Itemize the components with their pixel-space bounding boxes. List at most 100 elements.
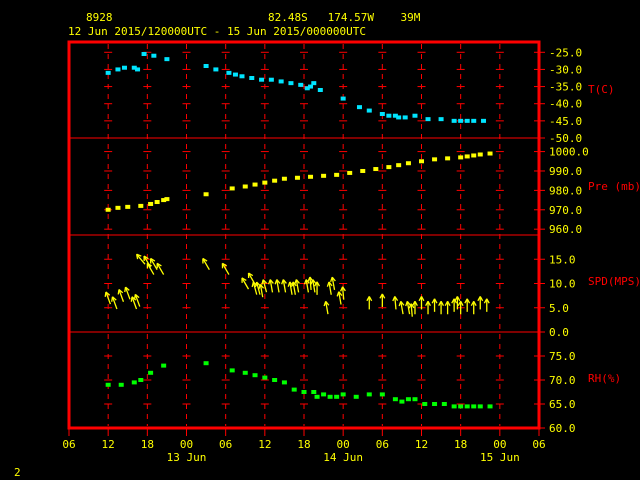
panel-label-pressure: Pre (mb) (588, 180, 640, 193)
temperature-point (412, 113, 418, 118)
wind-arrow-head (453, 298, 458, 304)
wind-arrow-head (418, 296, 423, 302)
wind-arrow-head (147, 262, 152, 267)
wind-arrow (117, 289, 125, 302)
wind-arrow-head (323, 301, 327, 307)
pressure-point (164, 197, 170, 202)
wind-arrow-shaft (341, 286, 345, 300)
wind-arrow-head (400, 300, 405, 306)
temperature-point (115, 67, 121, 72)
wind-arrow-head (457, 300, 462, 306)
wind-arrow-head (406, 300, 411, 306)
rh-point (399, 399, 405, 404)
wind-arrow-head (150, 257, 156, 262)
pressure-point (105, 207, 111, 212)
wind-arrow-head (269, 279, 274, 284)
rh-point (487, 404, 493, 409)
wind-arrow-shaft (394, 296, 397, 310)
temperature-point (340, 96, 346, 101)
wind-arrow-head (282, 279, 287, 284)
wind-arrow-shaft (410, 303, 413, 317)
wind-arrow-head (254, 281, 258, 288)
temperature-point (239, 74, 245, 79)
wind-arrow (405, 300, 411, 315)
wind-arrow-head (248, 272, 254, 277)
rh-point (366, 392, 372, 397)
wind-arrow-head (483, 298, 488, 304)
pressure-point (148, 201, 154, 206)
rh-point (229, 368, 235, 373)
panel-label-rh: RH(%) (588, 372, 621, 385)
wind-arrow-shaft (150, 258, 158, 271)
wind-arrow (418, 296, 425, 310)
pressure-point (138, 203, 144, 208)
pressure-point (161, 198, 167, 203)
temperature-point (464, 118, 470, 123)
wind-arrow (221, 262, 230, 275)
y-tick-label: 75.0 (549, 350, 576, 363)
pressure-point (203, 192, 209, 197)
pressure-point (396, 163, 402, 168)
wind-arrow-shaft (269, 279, 274, 293)
wind-arrow-head (259, 283, 265, 289)
pressure-point (419, 159, 424, 164)
rh-point (451, 404, 457, 409)
wind-arrow (146, 262, 155, 275)
pressure-point (229, 186, 235, 191)
rh-point (105, 382, 111, 387)
temperature-point (438, 117, 444, 122)
wind-arrow-head (290, 281, 294, 287)
wind-arrow (241, 277, 250, 290)
station-id: 8928 (86, 11, 113, 24)
wind-arrow-head (261, 279, 264, 285)
wind-arrow-shaft (124, 286, 131, 300)
temperature-point (402, 115, 408, 120)
rh-point (148, 370, 154, 375)
wind-arrow (258, 283, 265, 298)
wind-arrow-head (479, 296, 484, 302)
wind-arrow (339, 286, 346, 300)
wind-arrow-shaft (325, 301, 329, 315)
wind-arrow (454, 296, 461, 310)
wind-arrow (483, 298, 490, 312)
rh-point (353, 394, 359, 399)
temperature-point (425, 117, 431, 122)
wind-arrow-head (464, 298, 468, 304)
pressure-point (321, 173, 327, 178)
x-tick-label: 12 (415, 438, 428, 451)
temperature-point (451, 118, 457, 123)
wind-arrow-head (366, 296, 370, 302)
wind-arrow (464, 298, 471, 312)
wind-arrow-shaft (156, 262, 165, 275)
wind-arrow-head (466, 298, 471, 304)
wind-arrow-shaft (134, 294, 141, 307)
wind-arrow-shaft (252, 281, 258, 295)
y-tick-label: 980.0 (549, 184, 582, 197)
wind-arrow-head (118, 289, 124, 294)
y-tick-label: 10.0 (549, 278, 576, 291)
wind-arrow-head (431, 298, 436, 304)
x-tick-label: 12 (102, 438, 115, 451)
wind-arrow (330, 276, 336, 291)
wind-arrow-head (268, 279, 271, 285)
x-tick-label: 18 (454, 438, 467, 451)
temperature-point (386, 113, 392, 118)
wind-arrow-head (410, 303, 415, 309)
wind-arrow (314, 281, 321, 295)
pressure-point (334, 172, 340, 177)
rh-point (379, 392, 385, 397)
pressure-point (458, 155, 464, 160)
wind-arrow (457, 300, 464, 315)
temperature-point (268, 77, 274, 82)
data-layer (104, 52, 493, 409)
temperature-point (135, 67, 141, 72)
date-label: 14 Jun (323, 451, 363, 464)
wind-arrow (143, 255, 152, 268)
pressure-point (487, 151, 493, 156)
y-tick-label: 5.0 (549, 302, 569, 315)
wind-arrow (425, 300, 431, 315)
wind-arrow-head (303, 279, 307, 285)
rh-point (412, 397, 418, 402)
wind-arrow-head (135, 254, 139, 260)
pressure-point (281, 176, 287, 181)
